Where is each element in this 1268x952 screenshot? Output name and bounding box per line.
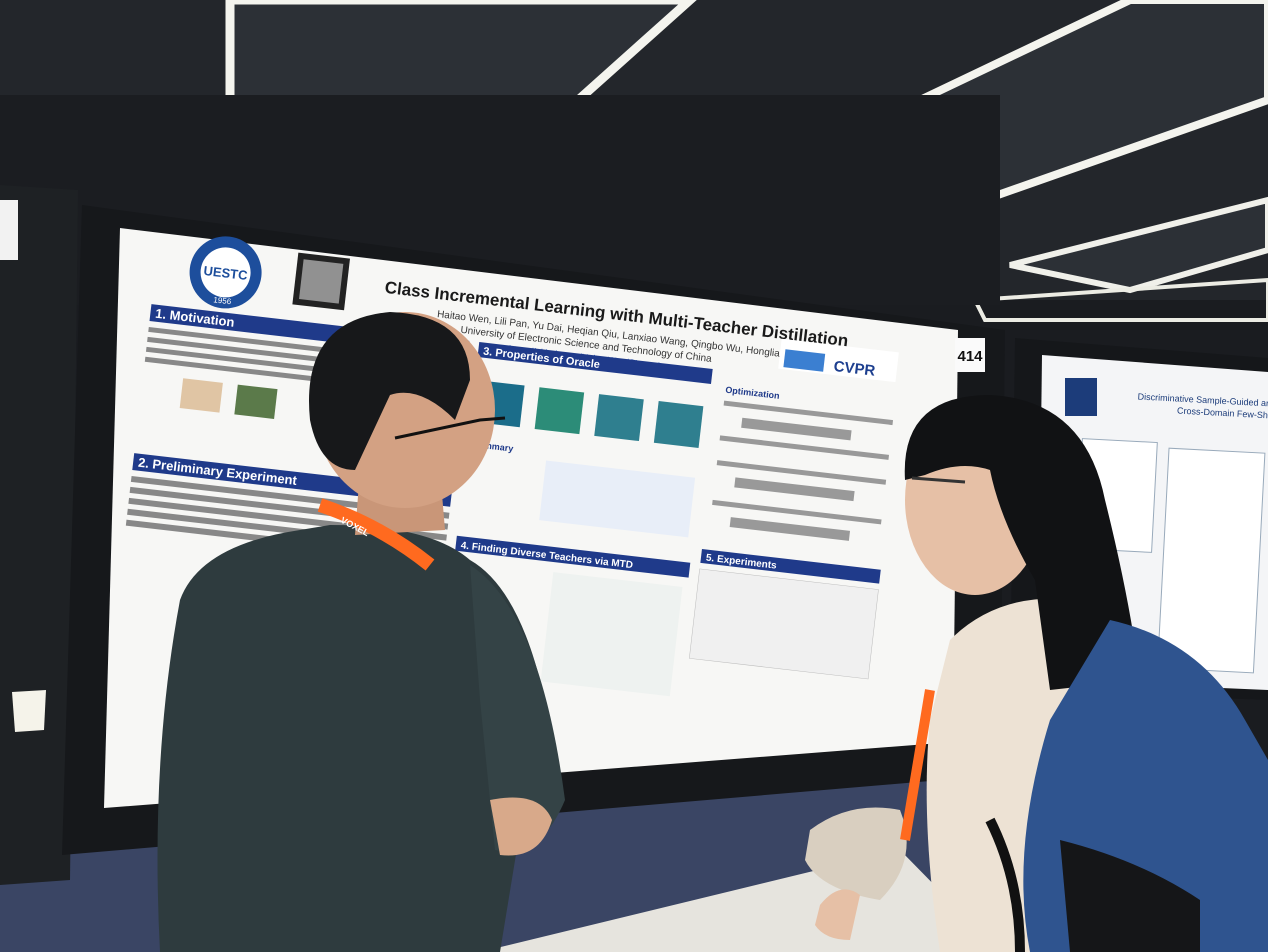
neighbor-logo [1065, 378, 1097, 416]
lanyard [900, 689, 935, 841]
glasses [911, 476, 966, 484]
text-line [712, 499, 882, 525]
conference-logo [778, 338, 899, 383]
person-hair [904, 395, 1140, 690]
person-arm [470, 565, 565, 852]
backpack-strap [985, 817, 1025, 952]
results-table [689, 568, 879, 680]
person-shirt [157, 525, 560, 952]
qr-code-pattern [299, 259, 344, 304]
poster-content: UESTC 1956 Class Incremental Learning wi… [125, 236, 899, 697]
section-bar [455, 535, 691, 578]
heatmap [653, 401, 704, 448]
backpack-pocket [1060, 840, 1200, 952]
histogram-panel [539, 460, 696, 538]
conference-name: CVPR [833, 358, 877, 380]
text-line [723, 400, 894, 426]
conference-skyline [783, 349, 826, 372]
equation [741, 417, 852, 441]
booth-number: 414 [957, 348, 983, 365]
left-board-number [0, 200, 18, 260]
equation [729, 517, 851, 541]
booth-tag [955, 338, 985, 372]
section-bar [700, 549, 881, 584]
paper-cup [12, 690, 46, 732]
illustration [179, 378, 223, 413]
diagram [540, 572, 683, 697]
neighbor-panel [1156, 447, 1266, 674]
ceiling-light [1009, 196, 1268, 294]
section-bar [477, 342, 713, 384]
illustration [234, 384, 278, 419]
text-line [716, 460, 887, 485]
person-hair [309, 312, 470, 470]
body-text [712, 400, 894, 541]
logo-year: 1956 [213, 295, 232, 306]
university-logo-inner [200, 247, 251, 298]
person-hand [815, 889, 860, 940]
logo-text: UESTC [203, 263, 249, 283]
person-hand [490, 797, 552, 856]
text-line [719, 435, 890, 460]
heatmap [594, 394, 644, 442]
glasses [394, 416, 506, 440]
equation [734, 477, 855, 502]
ceiling-light [971, 277, 1268, 322]
lanyard [317, 498, 435, 571]
heatmap [534, 387, 585, 435]
jacket [805, 807, 907, 900]
